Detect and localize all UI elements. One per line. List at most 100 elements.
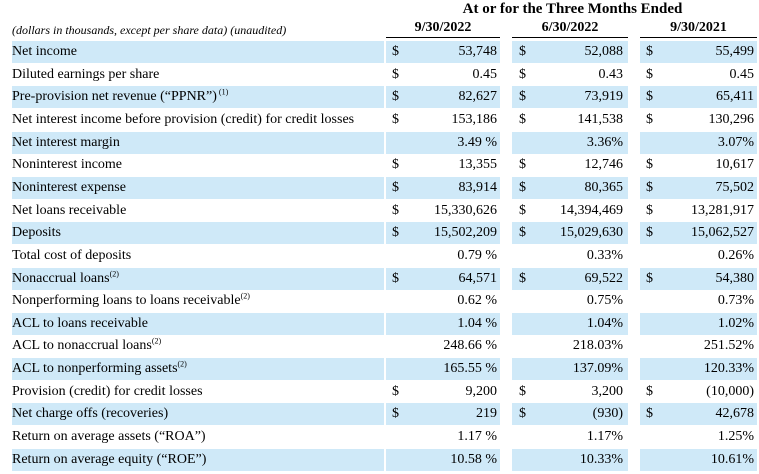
row-label-text: Net loans receivable <box>12 202 127 218</box>
row-shading <box>640 267 757 290</box>
cell-value: 218.03% <box>572 338 623 354</box>
cell-value: 3.49 % <box>457 134 497 150</box>
currency-symbol: $ <box>519 179 526 195</box>
row-label-text: Total cost of deposits <box>12 247 132 263</box>
cell-value: 0.73% <box>717 293 754 309</box>
cell-value: 0.62 % <box>457 293 497 309</box>
row-shading <box>12 403 384 426</box>
row-label: Net interest income before provision (cr… <box>12 112 354 128</box>
table-row: ACL to loans receivable 1.04 % 1.04% 1.02% <box>0 312 759 336</box>
row-label-text: Pre-provision net revenue (“PPNR”) <box>12 89 217 105</box>
row-shading <box>640 448 757 471</box>
cell-value: 13,281,917 <box>691 202 754 218</box>
row-shading <box>512 312 628 335</box>
table-row: Provision (credit) for credit losses $9,2… <box>0 381 759 404</box>
row-shading <box>12 222 384 245</box>
row-label: Net charge offs (recoveries) <box>12 406 168 422</box>
table-row: Noninterest expense $83,914 $80,365 $75,502 <box>0 176 759 200</box>
cell-value: 54,380 <box>715 270 755 286</box>
cell-value: 64,571 <box>458 270 498 286</box>
currency-symbol: $ <box>392 270 399 286</box>
row-shading <box>386 312 500 335</box>
table-row: Return on average equity (“ROE”) 10.58 % 1… <box>0 448 759 472</box>
currency-symbol: $ <box>646 202 653 218</box>
period-header-2: 6/30/2022 <box>541 20 599 35</box>
cell-value: 248.66 % <box>443 338 497 354</box>
row-shading <box>386 267 500 290</box>
cell-value: 1.04% <box>586 315 623 331</box>
table-row: Nonperforming loans to loans receivable(… <box>0 290 759 313</box>
currency-symbol: $ <box>519 44 526 59</box>
row-shading <box>386 86 500 109</box>
cell-value: 65,411 <box>716 89 754 105</box>
cell-value: 1.17% <box>586 429 623 445</box>
row-shading <box>640 41 757 63</box>
cell-value: 10.33% <box>579 451 623 467</box>
cell-value: 15,502,209 <box>434 225 497 241</box>
row-shading <box>640 86 757 109</box>
row-shading <box>386 358 500 381</box>
table-row: Diluted earnings per share $0.45 $0.43 $0.4… <box>0 64 759 87</box>
currency-symbol: $ <box>392 383 399 399</box>
currency-symbol: $ <box>392 66 399 82</box>
row-shading <box>512 358 628 381</box>
row-shading <box>512 131 628 154</box>
row-shading <box>386 41 500 63</box>
row-label: Noninterest income <box>12 157 122 173</box>
cell-value: 219 <box>476 406 497 422</box>
currency-symbol: $ <box>519 270 526 286</box>
footnote-marker: (2) <box>177 359 187 369</box>
row-shading <box>640 222 757 245</box>
cell-value: 120.33% <box>703 361 754 377</box>
units-note: (dollars in thousands, except per share … <box>12 23 287 37</box>
row-label-text: Noninterest expense <box>12 179 126 195</box>
row-shading <box>386 448 500 471</box>
currency-symbol: $ <box>392 157 399 173</box>
cell-value: 82,627 <box>458 89 498 105</box>
row-label-text: Net income <box>12 44 77 59</box>
currency-symbol: $ <box>519 202 526 218</box>
currency-symbol: $ <box>646 44 653 59</box>
cell-value: 55,499 <box>715 44 755 59</box>
cell-value: 0.79 % <box>457 247 497 263</box>
currency-symbol: $ <box>519 89 526 105</box>
row-label-text: Deposits <box>12 225 61 241</box>
table-row: Net interest margin 3.49 % 3.36% 3.07% <box>0 131 759 155</box>
cell-value: 13,355 <box>458 157 498 173</box>
currency-symbol: $ <box>519 157 526 173</box>
currency-symbol: $ <box>646 157 653 173</box>
row-label: Nonperforming loans to loans receivable(… <box>12 291 250 309</box>
currency-symbol: $ <box>519 406 526 422</box>
cell-value: 9,200 <box>465 383 498 399</box>
row-shading <box>512 41 628 63</box>
currency-symbol: $ <box>392 225 399 241</box>
row-shading <box>12 176 384 199</box>
row-shading <box>386 176 500 199</box>
table-row: ACL to nonperforming assets(2) 165.55 % 13… <box>0 358 759 381</box>
cell-value: 12,746 <box>584 157 624 173</box>
cell-value: 165.55 % <box>443 361 497 377</box>
header-rule-3 <box>640 37 757 38</box>
row-shading <box>640 403 757 426</box>
row-shading <box>12 358 384 381</box>
cell-value: 83,914 <box>458 179 498 195</box>
cell-value: 15,330,626 <box>434 202 497 218</box>
row-label: Provision (credit) for credit losses <box>12 384 203 400</box>
footnote-marker: (2) <box>240 291 250 301</box>
row-label: Pre-provision net revenue (“PPNR”) (1) <box>12 88 228 105</box>
currency-symbol: $ <box>392 111 399 127</box>
cell-value: 1.02% <box>717 315 754 331</box>
row-label: Return on average equity (“ROE”) <box>12 452 206 468</box>
cell-value: 14,394,469 <box>560 202 623 218</box>
row-label: Diluted earnings per share <box>12 67 159 83</box>
cell-value: 3,200 <box>591 383 624 399</box>
row-label: Total cost of deposits <box>12 248 131 264</box>
currency-symbol: $ <box>646 111 653 127</box>
row-label: ACL to nonperforming assets(2) <box>12 359 187 377</box>
row-label-text: Nonperforming loans to loans receivable <box>12 293 241 309</box>
currency-symbol: $ <box>646 406 653 422</box>
row-shading <box>12 267 384 290</box>
row-shading <box>512 267 628 290</box>
cell-value: 3.36% <box>586 134 623 150</box>
row-label-text: ACL to nonperforming assets <box>12 361 178 377</box>
